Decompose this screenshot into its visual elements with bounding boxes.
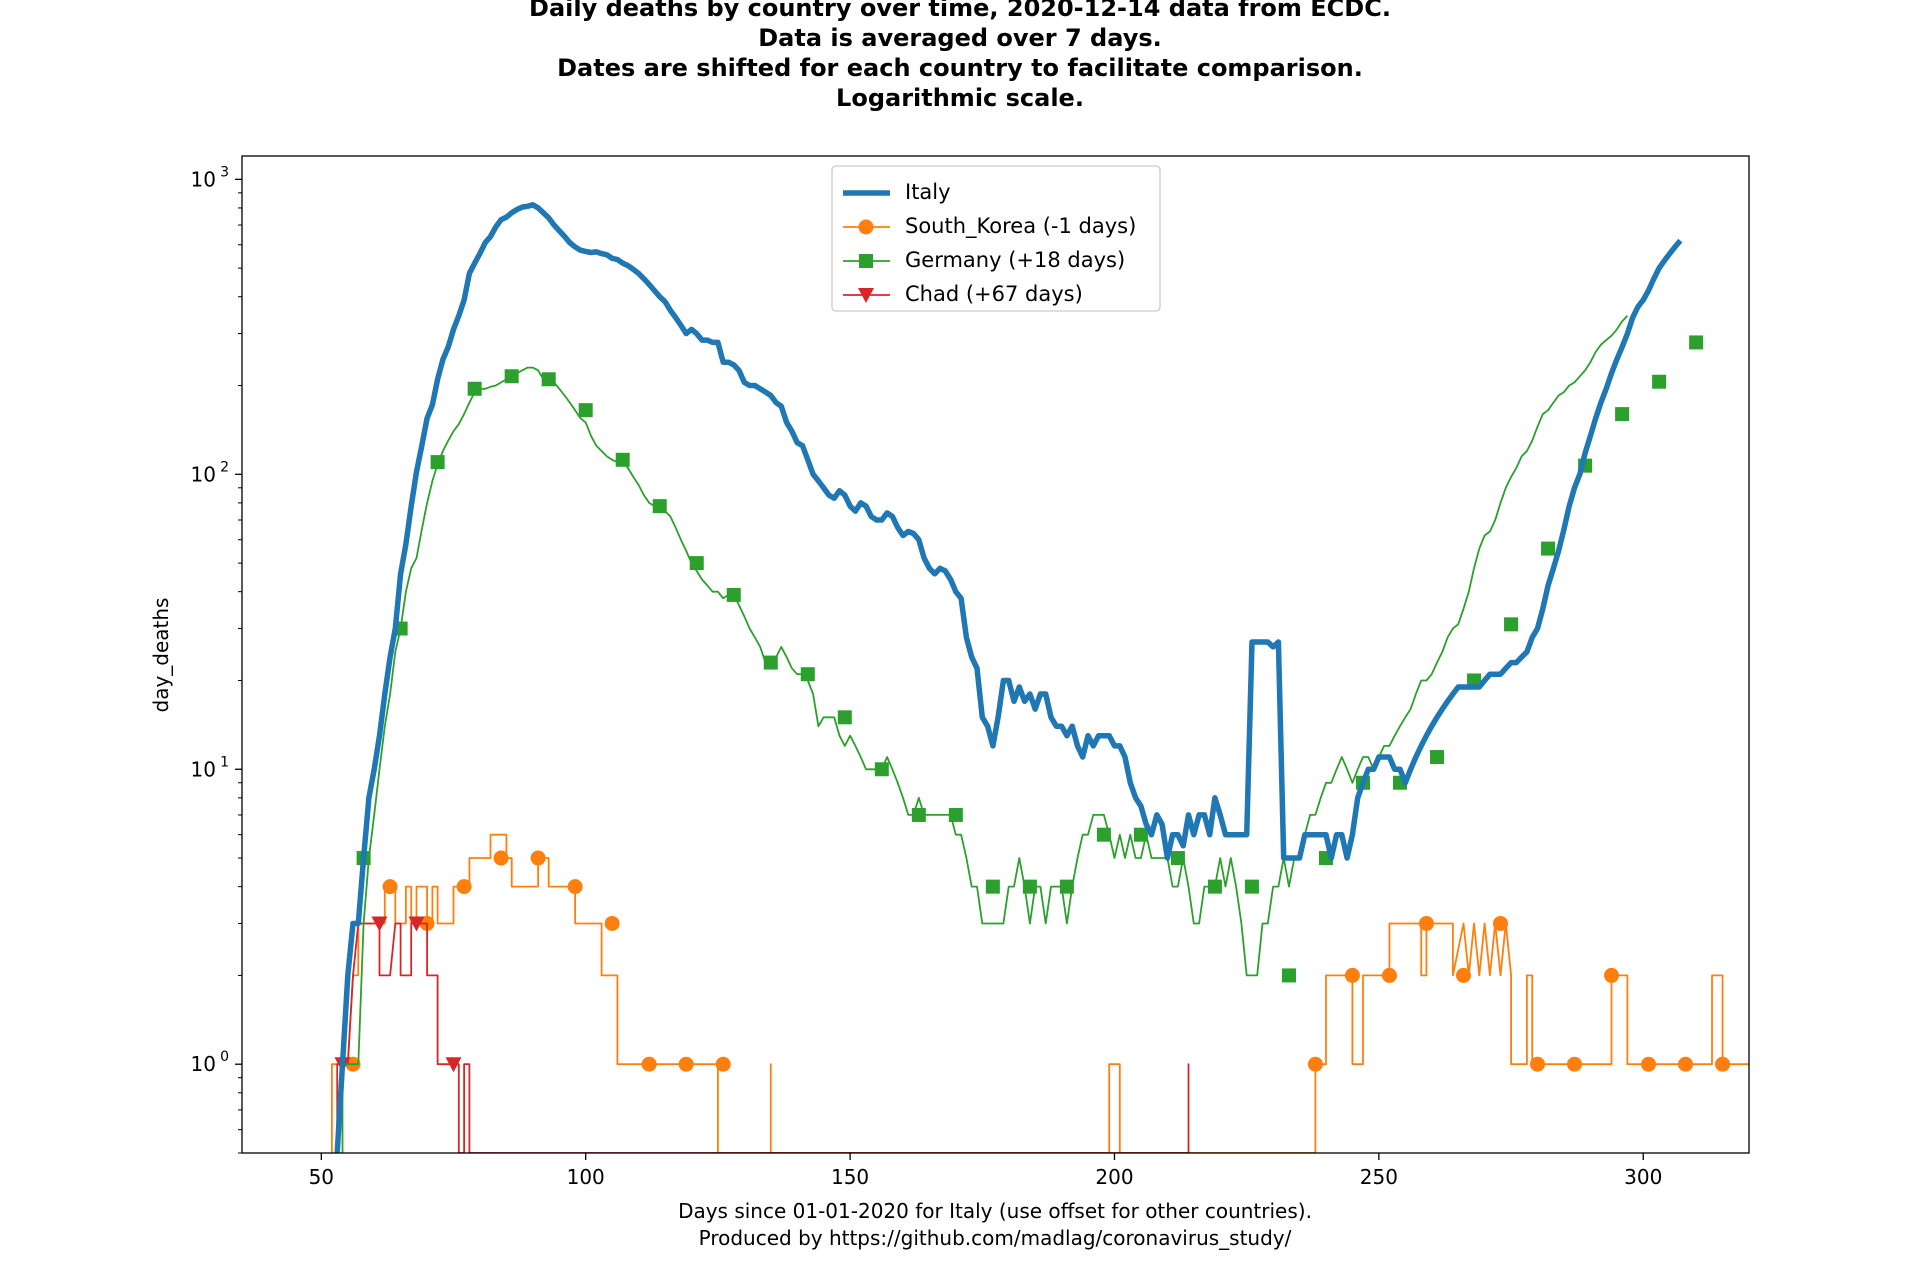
- legend-label-chad: Chad (+67 days): [905, 282, 1083, 306]
- x-tick-label-250: 250: [1360, 1165, 1398, 1189]
- data-point-germany-22: [1170, 851, 1185, 866]
- data-point-germany-23: [1207, 879, 1222, 894]
- data-point-germany-17: [985, 879, 1000, 894]
- legend: Italy South_Korea (-1 days) Germany (+18…: [831, 165, 1161, 312]
- series-south-korea: [331, 833, 1749, 1153]
- legend-label-italy: Italy: [905, 180, 951, 204]
- data-point-germany-21: [1133, 827, 1148, 842]
- data-point-chad-2: [408, 916, 425, 932]
- legend-label-germany: Germany (+18 days): [905, 248, 1125, 272]
- y-tick-exponent-0: 0: [220, 1049, 229, 1065]
- data-point-south-korea-4: [493, 850, 509, 866]
- data-point-germany-24: [1244, 879, 1259, 894]
- data-point-germany-20: [1096, 827, 1111, 842]
- data-point-south-korea-8: [641, 1056, 657, 1072]
- chart-title-line-2: Data is averaged over 7 days.: [758, 24, 1162, 52]
- y-tick-exponent-1: 1: [220, 754, 229, 770]
- data-point-germany-25: [1281, 968, 1296, 983]
- data-point-chad-1: [371, 916, 388, 932]
- x-axis-label-line-1: Days since 01-01-2020 for Italy (use off…: [678, 1199, 1312, 1223]
- data-point-germany-9: [689, 556, 704, 571]
- chart-title-line-1: Daily deaths by country over time, 2020-…: [529, 0, 1391, 22]
- data-point-south-korea-5: [530, 850, 546, 866]
- data-point-germany-36: [1689, 335, 1704, 350]
- data-point-germany-4: [504, 369, 519, 384]
- series-layer: [331, 202, 1749, 1153]
- data-point-south-korea-14: [1418, 915, 1434, 931]
- data-point-south-korea-20: [1641, 1056, 1657, 1072]
- data-point-south-korea-15: [1455, 967, 1471, 983]
- y-tick-label-3: 10: [191, 167, 216, 191]
- data-point-south-korea-9: [678, 1056, 694, 1072]
- data-point-germany-30: [1467, 673, 1482, 688]
- data-point-germany-12: [800, 667, 815, 682]
- x-tick-label-300: 300: [1624, 1165, 1662, 1189]
- x-axis-label-line-2: Produced by https://github.com/madlag/co…: [699, 1226, 1292, 1250]
- data-point-south-korea-10: [715, 1056, 731, 1072]
- data-point-germany-14: [874, 762, 889, 777]
- data-point-germany-10: [726, 587, 741, 602]
- data-point-south-korea-22: [1715, 1056, 1731, 1072]
- x-tick-label-50: 50: [309, 1165, 334, 1189]
- legend-label-south-korea: South_Korea (-1 days): [905, 214, 1136, 239]
- chart-title: Daily deaths by country over time, 2020-…: [0, 0, 1920, 113]
- chart-title-line-3: Dates are shifted for each country to fa…: [557, 54, 1363, 82]
- series-line-italy: [334, 202, 1683, 1153]
- y-tick-label-0: 10: [191, 1052, 216, 1076]
- data-point-germany-18: [1022, 879, 1037, 894]
- legend-marker-germany: [859, 254, 873, 268]
- data-point-germany-8: [652, 499, 667, 514]
- data-point-germany-2: [430, 455, 445, 470]
- data-point-south-korea-12: [1344, 967, 1360, 983]
- data-point-south-korea-3: [456, 879, 472, 895]
- y-tick-exponent-2: 2: [220, 459, 229, 475]
- data-point-chad-3: [445, 1057, 462, 1073]
- series-line-south-korea: [331, 833, 1749, 1153]
- data-point-south-korea-17: [1529, 1056, 1545, 1072]
- y-tick-label-2: 10: [191, 462, 216, 486]
- data-point-germany-6: [578, 403, 593, 418]
- data-point-germany-11: [763, 655, 778, 670]
- chart-title-line-4: Logarithmic scale.: [836, 84, 1084, 112]
- data-point-south-korea-13: [1381, 967, 1397, 983]
- data-point-south-korea-6: [567, 879, 583, 895]
- data-point-germany-5: [541, 372, 556, 387]
- data-point-germany-19: [1059, 879, 1074, 894]
- legend-marker-chad: [858, 288, 874, 303]
- data-point-germany-34: [1615, 407, 1630, 422]
- data-point-germany-29: [1430, 750, 1445, 765]
- y-tick-label-1: 10: [191, 757, 216, 781]
- data-point-south-korea-18: [1567, 1056, 1583, 1072]
- legend-marker-south-korea: [858, 219, 874, 235]
- data-point-south-korea-16: [1492, 915, 1508, 931]
- series-line-chad: [336, 922, 1190, 1153]
- series-chad: [334, 916, 1190, 1153]
- x-axis: 50 100 150 200 250 300: [309, 1153, 1662, 1189]
- data-point-south-korea-19: [1604, 967, 1620, 983]
- plot-frame: [241, 155, 1750, 1154]
- data-point-germany-7: [615, 452, 630, 467]
- data-point-germany-13: [837, 710, 852, 725]
- data-point-germany-35: [1652, 374, 1667, 389]
- x-tick-label-150: 150: [831, 1165, 869, 1189]
- data-point-germany-16: [948, 807, 963, 822]
- data-point-south-korea-1: [382, 879, 398, 895]
- series-italy: [334, 202, 1683, 1153]
- data-point-germany-32: [1541, 541, 1556, 556]
- data-point-south-korea-11: [1307, 1056, 1323, 1072]
- data-point-germany-31: [1504, 617, 1519, 632]
- series-line-germany: [341, 315, 1629, 1153]
- data-point-germany-15: [911, 807, 926, 822]
- legend-box: [831, 165, 1161, 312]
- data-point-south-korea-21: [1678, 1056, 1694, 1072]
- series-germany: [341, 315, 1704, 1153]
- data-point-south-korea-7: [604, 915, 620, 931]
- x-tick-label-200: 200: [1095, 1165, 1133, 1189]
- y-tick-exponent-3: 3: [220, 164, 229, 180]
- x-tick-label-100: 100: [567, 1165, 605, 1189]
- y-axis-label: day_deaths: [149, 598, 173, 713]
- data-point-germany-3: [467, 381, 482, 396]
